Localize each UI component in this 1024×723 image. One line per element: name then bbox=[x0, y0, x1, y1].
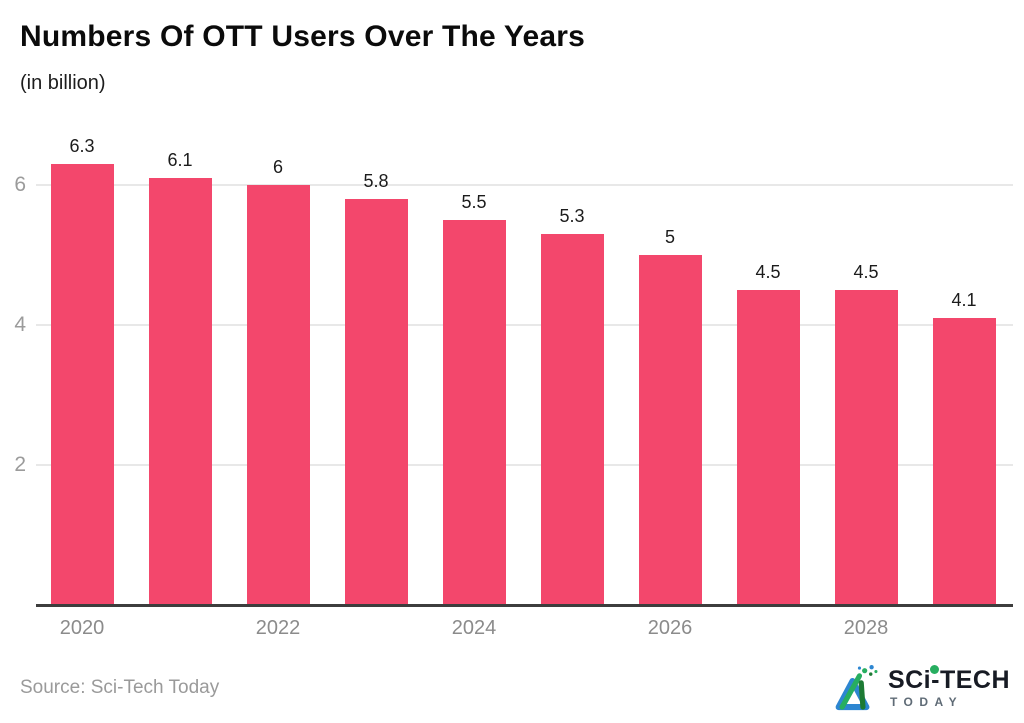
bar-group-2022: 6 bbox=[229, 157, 327, 605]
bar bbox=[540, 233, 604, 605]
y-tick-label: 2 bbox=[14, 452, 26, 476]
chart-subtitle: (in billion) bbox=[20, 71, 106, 94]
logo-wordmark: SCi-TECH bbox=[887, 666, 1010, 694]
y-tick-label: 4 bbox=[14, 312, 26, 336]
bar-group-2023: 5.8 bbox=[327, 171, 425, 605]
bar bbox=[736, 289, 800, 605]
x-tick-label-2028: 2028 bbox=[843, 616, 889, 639]
bar-value-label: 5.8 bbox=[363, 170, 389, 191]
bar-group-2028: 4.5 bbox=[817, 262, 915, 605]
x-tick-label-2026: 2026 bbox=[647, 616, 693, 639]
scitech-logo: SCi-TECH TODAY bbox=[830, 663, 1010, 713]
x-tick-label-empty bbox=[719, 617, 817, 640]
x-tick-label-empty bbox=[327, 617, 425, 640]
chart-footer: Source: Sci-Tech Today SCi-TECH TODAY bbox=[0, 661, 1024, 723]
scitech-logo-text: SCi-TECH TODAY bbox=[887, 665, 1010, 709]
x-axis-line bbox=[36, 603, 1013, 607]
bar bbox=[148, 177, 212, 605]
bar bbox=[344, 198, 408, 605]
x-tick-label-empty bbox=[915, 617, 1013, 640]
bar bbox=[246, 184, 310, 605]
bar-value-label: 5.5 bbox=[461, 191, 487, 212]
bar-value-label: 6 bbox=[272, 156, 283, 177]
bar-series: 6.3 6.1 6 5.8 5.5 5.3 5 4.5 4.5 4.1 bbox=[33, 136, 1013, 605]
bar-group-2027: 4.5 bbox=[719, 262, 817, 605]
bar bbox=[932, 317, 996, 605]
bar-value-label: 5 bbox=[664, 226, 675, 247]
bar-group-2025: 5.3 bbox=[523, 206, 621, 605]
bar-group-2020: 6.3 bbox=[33, 136, 131, 605]
bar-group-2021: 6.1 bbox=[131, 150, 229, 605]
bar-value-label: 4.5 bbox=[755, 261, 781, 282]
plot-area: 2 4 6 6.3 6.1 6 5.8 5.5 5.3 5 4.5 4.5 4.1 bbox=[14, 135, 1013, 607]
page-title: Numbers Of OTT Users Over The Years bbox=[20, 20, 586, 53]
bar-value-label: 5.3 bbox=[559, 205, 585, 226]
bar-group-2026: 5 bbox=[621, 227, 719, 605]
bar bbox=[50, 163, 114, 605]
gridline-6 bbox=[36, 183, 1013, 186]
chart-header: Numbers Of OTT Users Over The Years (in … bbox=[0, 0, 1024, 95]
x-tick-label-empty bbox=[523, 617, 621, 640]
bar-value-label: 4.1 bbox=[951, 289, 977, 310]
bar-value-label: 6.1 bbox=[167, 149, 193, 170]
x-tick-label-2024: 2024 bbox=[451, 616, 497, 639]
bar bbox=[442, 219, 506, 605]
logo-subtext: TODAY bbox=[889, 695, 964, 709]
gridline-2 bbox=[36, 463, 1013, 466]
bar-value-label: 6.3 bbox=[69, 135, 95, 156]
gridline-4 bbox=[36, 323, 1013, 326]
x-tick-label-empty bbox=[131, 617, 229, 640]
logo-check-icon bbox=[929, 665, 939, 674]
bar bbox=[638, 254, 702, 605]
x-tick-label-2022: 2022 bbox=[255, 616, 301, 639]
bar-group-2024: 5.5 bbox=[425, 192, 523, 605]
x-axis-labels: 2020 2022 2024 2026 2028 bbox=[33, 617, 1013, 640]
source-note: Source: Sci-Tech Today bbox=[20, 677, 220, 698]
y-tick-label: 6 bbox=[14, 172, 26, 196]
bar bbox=[834, 289, 898, 605]
scitech-logo-mark-icon bbox=[835, 665, 878, 711]
bar-group-2029: 4.1 bbox=[915, 290, 1013, 605]
bar-value-label: 4.5 bbox=[853, 261, 879, 282]
x-tick-label-2020: 2020 bbox=[59, 616, 105, 639]
